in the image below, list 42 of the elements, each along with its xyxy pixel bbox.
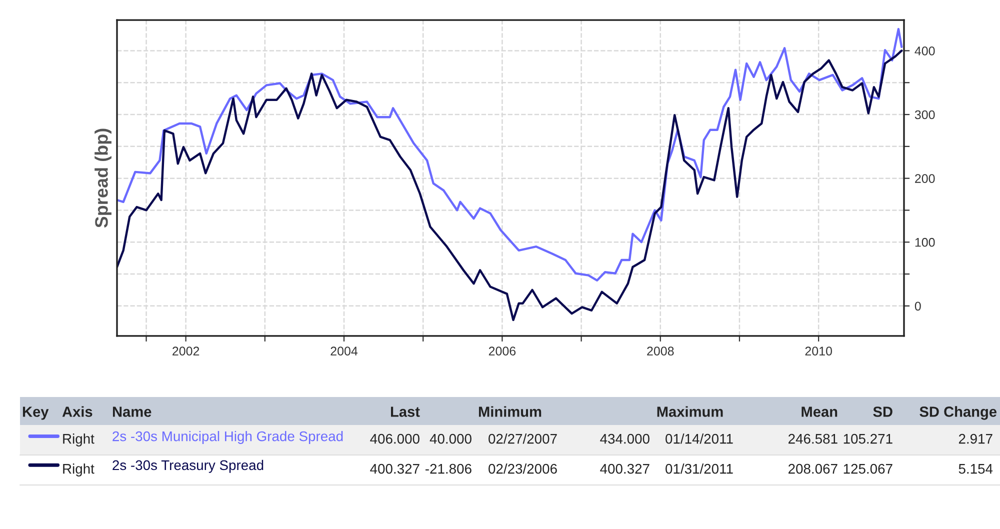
text: 246.581 <box>788 434 838 444</box>
x-tick-label: 2002 <box>172 346 200 356</box>
text: 400.327 <box>600 464 650 474</box>
text: 5.154 <box>958 464 993 474</box>
text: 208.067 <box>788 464 838 474</box>
y-tick-label: 400 <box>914 46 935 56</box>
text: Axis <box>62 406 92 417</box>
x-tick-label: 2008 <box>647 346 674 356</box>
text: 02/23/2006 <box>488 464 557 474</box>
line-series <box>117 28 903 282</box>
y-tick-label: 0 <box>914 302 921 311</box>
y-tick-label: 100 <box>915 238 935 247</box>
text: Minimum <box>478 406 542 417</box>
x-tick-label: 2010 <box>805 346 832 356</box>
text: Name <box>112 406 152 417</box>
line-series <box>117 50 903 322</box>
y-tick-label: 300 <box>914 110 935 120</box>
text: 02/27/2007 <box>488 434 557 444</box>
x-tick-label: 2004 <box>330 346 358 356</box>
text: Maximum <box>657 406 723 417</box>
text: 01/31/2011 <box>666 464 733 474</box>
text: 400.327 <box>370 464 420 474</box>
x-tick-label: 2006 <box>488 346 516 356</box>
text: Right <box>63 434 94 446</box>
text: -21.806 <box>426 464 472 474</box>
text: Last <box>390 406 420 417</box>
text: 125.067 <box>844 464 892 474</box>
text: 2s -30s Treasury Spread <box>112 460 264 473</box>
text: 406.000 <box>370 434 420 444</box>
text: Key <box>22 406 49 420</box>
text: 2.917 <box>958 434 992 444</box>
text: 01/14/2011 <box>666 434 733 444</box>
text: 40.000 <box>430 434 472 444</box>
text: SD <box>873 406 892 417</box>
text: 434.000 <box>600 434 650 444</box>
text: 2s -30s Municipal High Grade Spread <box>112 431 343 444</box>
y-axis-title: Spread (bp) <box>94 128 112 228</box>
y-tick-label: 200 <box>915 174 935 183</box>
text: Right <box>63 464 94 476</box>
text: 105.271 <box>844 434 892 444</box>
text: SD Change <box>920 406 997 420</box>
text: Mean <box>802 406 838 417</box>
